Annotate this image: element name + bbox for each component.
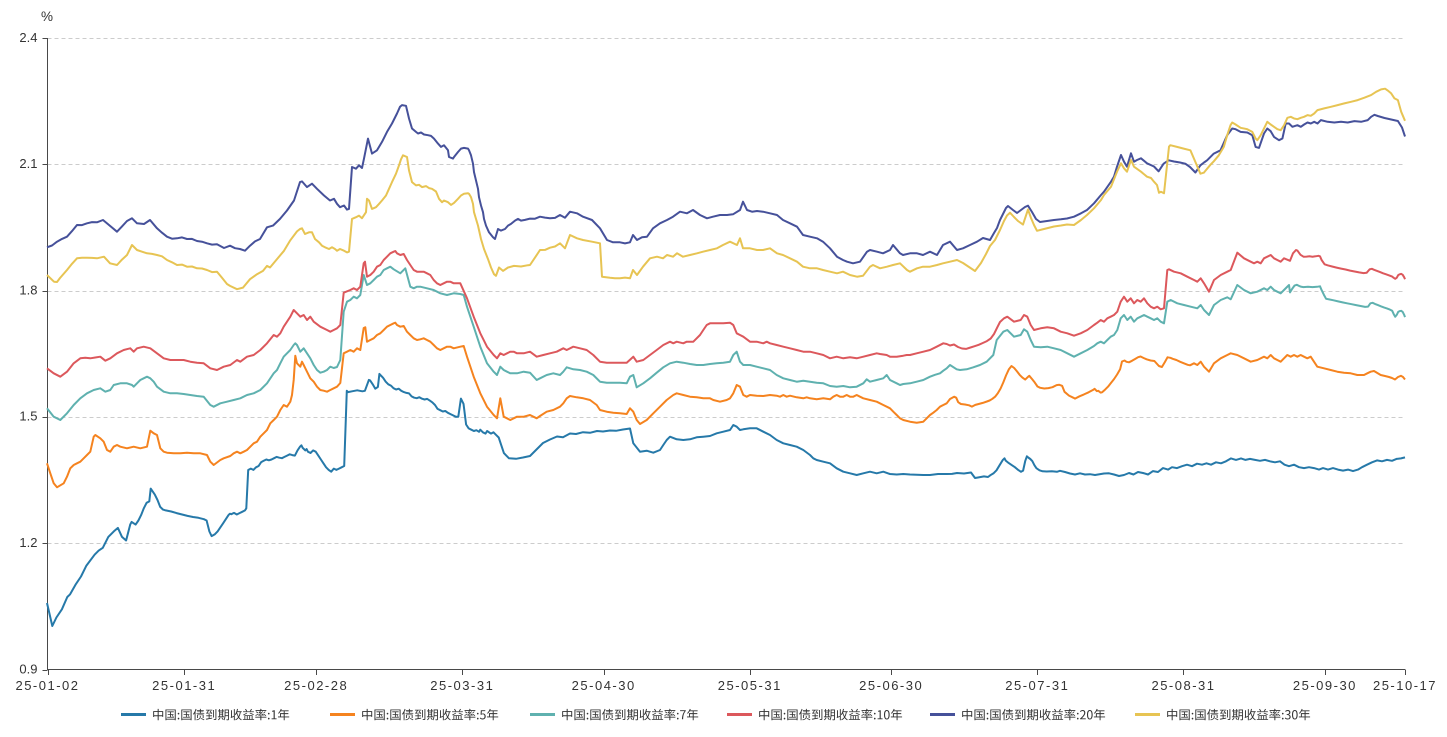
svg-text:1.8: 1.8: [19, 282, 37, 297]
svg-text:25-08-31: 25-08-31: [1151, 678, 1215, 693]
svg-text:25-02-28: 25-02-28: [284, 678, 348, 693]
svg-text:25-05-31: 25-05-31: [718, 678, 782, 693]
svg-text:2.1: 2.1: [19, 156, 37, 171]
svg-text:25-01-02: 25-01-02: [15, 678, 79, 693]
svg-text:25-09-30: 25-09-30: [1293, 678, 1357, 693]
svg-text:1.2: 1.2: [19, 535, 37, 550]
svg-text:%: %: [41, 9, 53, 24]
svg-text:25-10-17: 25-10-17: [1373, 678, 1437, 693]
svg-text:0.9: 0.9: [19, 661, 37, 676]
svg-text:2.4: 2.4: [19, 30, 37, 45]
svg-text:25-03-31: 25-03-31: [430, 678, 494, 693]
svg-text:25-04-30: 25-04-30: [572, 678, 636, 693]
svg-text:1.5: 1.5: [19, 409, 37, 424]
svg-text:25-07-31: 25-07-31: [1005, 678, 1069, 693]
svg-text:25-06-30: 25-06-30: [859, 678, 923, 693]
svg-text:25-01-31: 25-01-31: [152, 678, 216, 693]
